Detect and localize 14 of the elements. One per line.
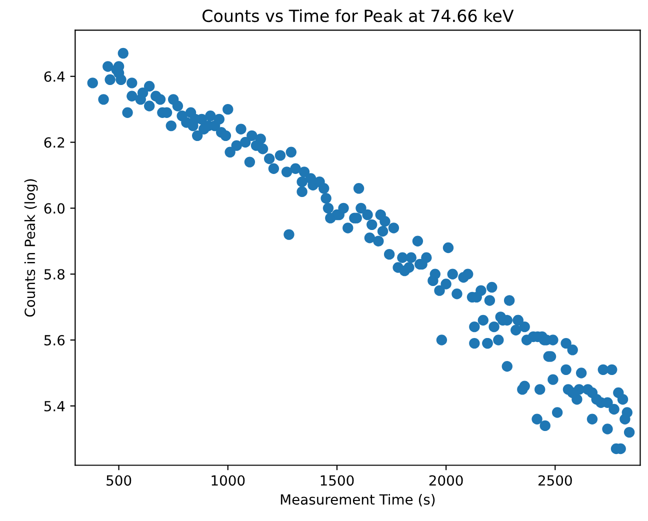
x-tick-label: 2000	[429, 475, 463, 486]
y-tick-label: 5.8	[44, 269, 64, 280]
chart-title: Counts vs Time for Peak at 74.66 keV	[202, 9, 514, 22]
x-tick-label: 2500	[538, 475, 572, 486]
y-tick-label: 6.2	[44, 137, 64, 148]
x-axis-title: Measurement Time (s)	[280, 494, 435, 506]
y-tick-label: 5.6	[44, 334, 65, 346]
x-tick-label: 1000	[212, 475, 245, 486]
x-tick-label: 1500	[320, 475, 354, 486]
y-tick-label: 6.4	[44, 71, 65, 82]
y-tick-label: 5.4	[44, 401, 65, 412]
y-tick-label: 6.0	[44, 203, 65, 214]
y-axis-title: Counts in Peak (log)	[24, 179, 38, 317]
x-tick-label: 500	[106, 475, 132, 486]
